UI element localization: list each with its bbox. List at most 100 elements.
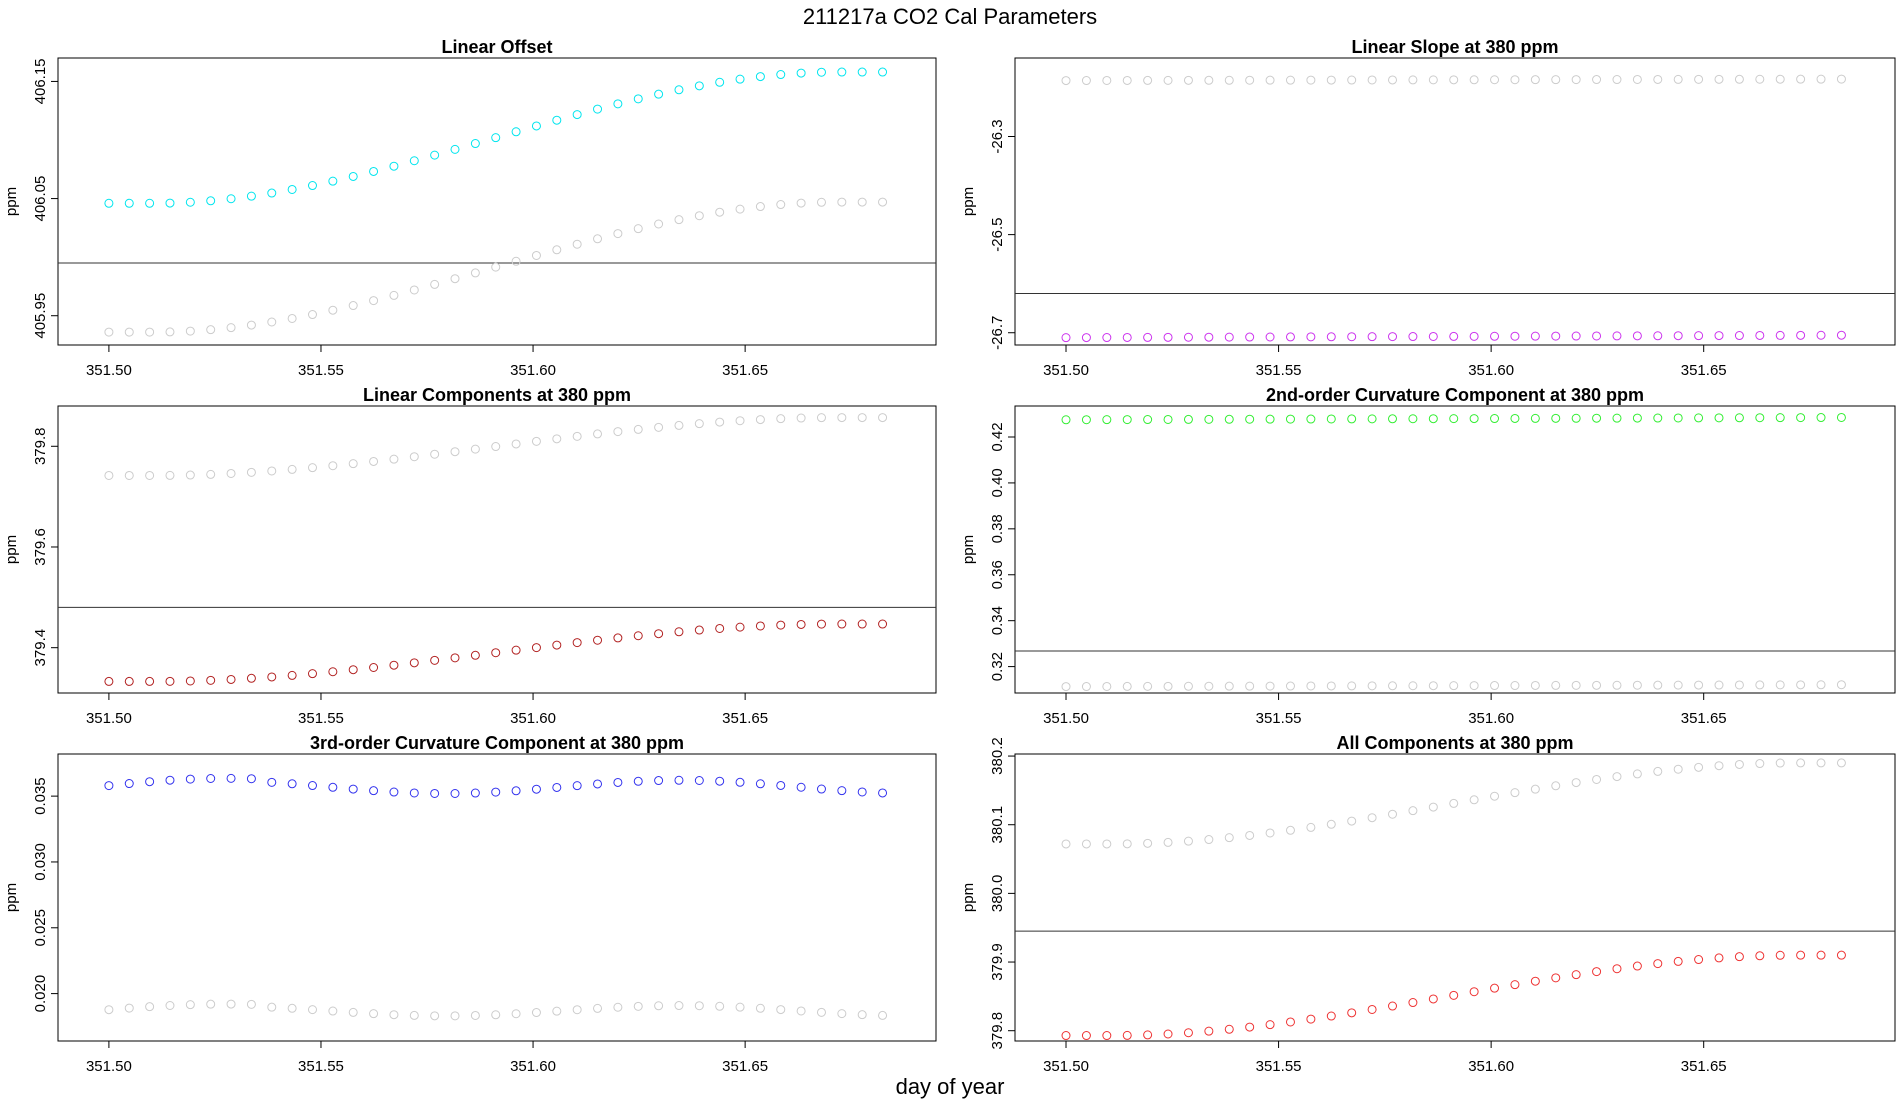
data-point-current xyxy=(1367,332,1377,342)
data-point-current xyxy=(1245,332,1255,342)
data-point-current xyxy=(755,72,765,82)
data-point-current xyxy=(878,788,888,798)
data-point-current xyxy=(1102,415,1112,425)
data-point-current xyxy=(715,623,725,633)
data-point-current xyxy=(1816,950,1826,960)
data-point-current xyxy=(593,104,603,114)
data-point-current xyxy=(1306,414,1316,424)
data-point-current xyxy=(267,188,277,198)
data-point-current xyxy=(1673,331,1683,341)
data-point-current xyxy=(552,640,562,650)
data-point-reference xyxy=(145,470,155,480)
data-point-reference xyxy=(1224,681,1234,691)
x-tick-label: 351.50 xyxy=(86,362,132,379)
data-point-current xyxy=(1530,413,1540,423)
x-tick-label: 351.55 xyxy=(1256,1058,1302,1075)
data-point-current xyxy=(185,197,195,207)
data-point-reference xyxy=(796,1006,806,1016)
data-point-reference xyxy=(1632,74,1642,84)
data-point-current xyxy=(1592,967,1602,977)
data-point-current xyxy=(1510,980,1520,990)
data-point-reference xyxy=(185,326,195,336)
data-point-reference xyxy=(1163,75,1173,85)
data-point-current xyxy=(1367,1004,1377,1014)
data-point-current xyxy=(1469,414,1479,424)
data-point-current xyxy=(389,787,399,797)
data-point-reference xyxy=(1224,75,1234,85)
data-point-reference xyxy=(1734,680,1744,690)
x-tick-label: 351.50 xyxy=(86,710,132,727)
x-tick-label: 351.65 xyxy=(722,1058,768,1075)
data-point-current xyxy=(409,788,419,798)
data-point-current xyxy=(816,619,826,629)
data-point-reference xyxy=(1347,75,1357,85)
data-point-current xyxy=(531,643,541,653)
data-point-current xyxy=(1632,413,1642,423)
data-point-current xyxy=(1734,952,1744,962)
data-point-current xyxy=(267,777,277,787)
data-point-reference xyxy=(1122,75,1132,85)
data-point-current xyxy=(816,67,826,77)
data-point-reference xyxy=(1530,784,1540,794)
y-axis-label: ppm xyxy=(3,187,20,216)
data-point-reference xyxy=(1592,774,1602,784)
data-point-reference xyxy=(694,211,704,221)
plot-frame xyxy=(1014,753,1896,1042)
y-tick-label: 379.8 xyxy=(989,1012,1006,1050)
data-point-reference xyxy=(267,466,277,476)
x-tick-label: 351.60 xyxy=(510,1058,556,1075)
y-tick-label: 380.0 xyxy=(989,875,1006,913)
data-point-current xyxy=(1796,950,1806,960)
data-point-reference xyxy=(1204,835,1214,845)
data-point-current xyxy=(124,779,134,789)
data-point-reference xyxy=(1326,681,1336,691)
y-tick-label: 405.95 xyxy=(32,293,49,339)
data-point-reference xyxy=(1102,75,1112,85)
data-point-reference xyxy=(1551,680,1561,690)
data-point-current xyxy=(511,127,521,137)
data-point-current xyxy=(857,787,867,797)
data-point-current xyxy=(267,672,277,682)
data-point-current xyxy=(104,781,114,791)
data-point-current xyxy=(430,655,440,665)
data-point-reference xyxy=(450,1011,460,1021)
data-point-current xyxy=(1061,1031,1071,1041)
data-point-reference xyxy=(1490,791,1500,801)
data-point-reference xyxy=(1551,781,1561,791)
data-point-reference xyxy=(1816,74,1826,84)
data-point-reference xyxy=(430,279,440,289)
data-point-reference xyxy=(1061,76,1071,86)
data-point-current xyxy=(369,786,379,796)
data-point-reference xyxy=(267,317,277,327)
y-tick-label: 0.38 xyxy=(989,514,1006,543)
data-point-current xyxy=(1490,331,1500,341)
data-point-current xyxy=(1551,331,1561,341)
data-point-reference xyxy=(246,320,256,330)
x-tick-label: 351.60 xyxy=(510,362,556,379)
data-point-current xyxy=(1204,332,1214,342)
data-point-current xyxy=(715,77,725,87)
data-point-current xyxy=(694,81,704,91)
data-point-current xyxy=(857,619,867,629)
data-point-reference xyxy=(287,464,297,474)
data-point-reference xyxy=(1204,75,1214,85)
data-point-reference xyxy=(1306,681,1316,691)
data-point-reference xyxy=(1469,795,1479,805)
data-point-current xyxy=(124,198,134,208)
data-point-reference xyxy=(104,1005,114,1015)
data-point-current xyxy=(613,777,623,787)
data-point-current xyxy=(1449,414,1459,424)
data-point-reference xyxy=(1490,681,1500,691)
data-point-current xyxy=(206,196,216,206)
data-point-current xyxy=(1632,961,1642,971)
data-point-current xyxy=(165,775,175,785)
data-point-reference xyxy=(1408,75,1418,85)
data-point-current xyxy=(1551,413,1561,423)
data-point-reference xyxy=(552,434,562,444)
data-point-reference xyxy=(1449,798,1459,808)
x-tick-label: 351.50 xyxy=(1043,1058,1089,1075)
data-point-reference xyxy=(837,197,847,207)
data-point-reference xyxy=(857,1010,867,1020)
data-point-current xyxy=(1836,950,1846,960)
data-point-current xyxy=(674,85,684,95)
